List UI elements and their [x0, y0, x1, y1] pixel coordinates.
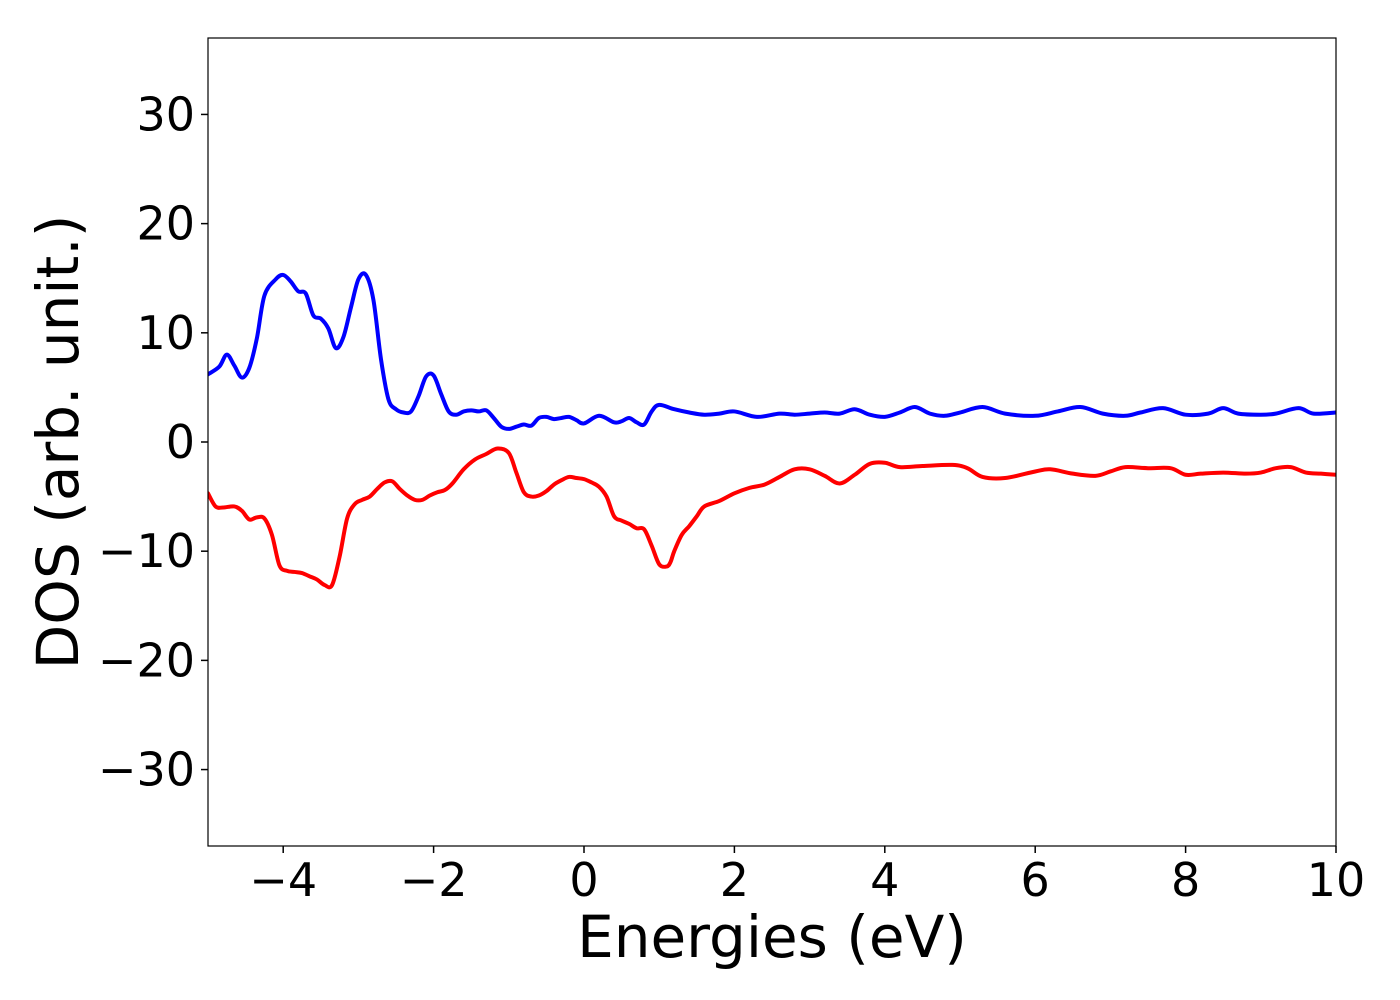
y-tick-label: −30 [98, 743, 195, 797]
y-tick-label: 0 [166, 415, 195, 469]
y-tick-label: 30 [136, 87, 195, 141]
x-tick-label: 2 [720, 853, 749, 907]
x-tick-label: −4 [249, 853, 317, 907]
x-tick-label: 8 [1171, 853, 1200, 907]
x-tick-label: 4 [870, 853, 899, 907]
series-line-1 [208, 271, 1336, 431]
y-tick-label: 20 [136, 197, 195, 251]
x-axis-label: Energies (eV) [577, 903, 967, 971]
x-tick-label: 0 [569, 853, 598, 907]
x-tick-label: −2 [400, 853, 468, 907]
y-tick-label: −10 [98, 524, 195, 578]
y-axis-label: DOS (arb. unit.) [24, 215, 92, 670]
x-tick-label: 6 [1021, 853, 1050, 907]
y-tick-label: 10 [136, 306, 195, 360]
series-layer [208, 271, 1336, 590]
y-axis: 30 20 10 0 −10 −20 −30 [98, 87, 208, 797]
y-tick-label: −20 [98, 633, 195, 687]
series-line-2 [208, 446, 1336, 590]
x-axis: −4 −2 0 2 4 6 8 10 [249, 846, 1365, 907]
x-tick-label: 10 [1307, 853, 1366, 907]
